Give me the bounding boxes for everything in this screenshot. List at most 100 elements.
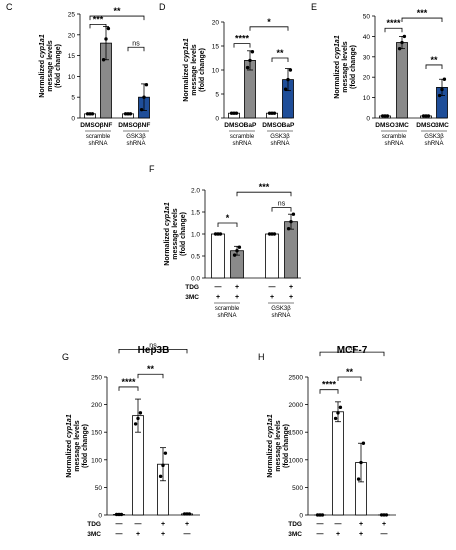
significance-label: *** [417, 8, 428, 18]
data-point [218, 232, 223, 236]
group-label: GSK3β [126, 134, 146, 140]
data-point [400, 40, 404, 45]
significance-label: *** [93, 14, 104, 24]
group-label: scramble [230, 134, 255, 140]
data-point [361, 441, 366, 445]
group-label: scramble [382, 134, 407, 140]
data-point [117, 512, 121, 517]
data-point [338, 405, 343, 410]
row-label: TDG [87, 521, 101, 528]
chart-title: Hep3B [138, 345, 170, 356]
row-mark: + [270, 294, 274, 301]
significance-bracket [89, 15, 145, 21]
y-axis-label-gene: cyp1a1 [66, 414, 73, 438]
x-tick-label: DMSO [80, 122, 100, 129]
y-tick-label: 10 [363, 95, 371, 102]
y-tick-label: 2.0 [191, 188, 200, 195]
panel-c: C Normalized cyp1a1message levels(fold ch… [6, 2, 150, 147]
data-point [128, 112, 133, 116]
y-axis-label: Normalized cyp1a1message levels(fold cha… [183, 38, 206, 102]
y-axis-label-gene: cyp1a1 [267, 414, 274, 438]
y-tick-label: 15 [68, 53, 76, 60]
significance-label: ** [147, 364, 155, 374]
y-tick-label: 25 [68, 12, 76, 19]
significance-bracket [249, 26, 289, 31]
x-tick-label: 3MC [395, 122, 409, 129]
y-axis-label-line: (fold change) [180, 212, 187, 256]
data-point [315, 513, 320, 517]
y-axis-label-line: message levels [275, 420, 282, 471]
y-tick-label: 200 [91, 402, 102, 409]
y-axis-label: Normalized cyp1a1message levels(fold cha… [39, 34, 62, 98]
bar [265, 233, 279, 279]
data-point [424, 114, 428, 118]
significance-label: ns [278, 201, 286, 208]
row-label: TDG [185, 284, 199, 291]
group-label: GSK3β [270, 134, 290, 140]
significance-bracket [271, 57, 289, 62]
significance-label: ** [276, 48, 284, 58]
group-label: shRNA [217, 313, 236, 319]
y-tick-label: 5 [71, 95, 75, 102]
row-mark: — [335, 521, 342, 528]
data-point [85, 112, 90, 116]
significance-label: ns [348, 345, 356, 352]
data-point [384, 513, 389, 517]
x-tick-label: DMSO [416, 122, 436, 129]
data-point [286, 227, 291, 231]
panel-e: E Normalized cyp1a1message levels(fold ch… [311, 2, 449, 147]
data-point [133, 422, 138, 426]
data-point [136, 416, 140, 421]
x-tick-label: DMSO [224, 122, 244, 129]
data-point [104, 37, 108, 41]
significance-bracket [236, 191, 292, 197]
y-axis-label-gene: cyp1a1 [334, 35, 341, 59]
y-axis-label-line: (fold change) [199, 48, 206, 92]
x-tick-label: DMSO [262, 122, 282, 129]
row-mark: + [336, 531, 340, 538]
y-tick-label: 1500 [289, 430, 304, 437]
row-mark: + [359, 531, 363, 538]
group-label: scramble [215, 306, 240, 312]
y-axis-label-line: message levels [191, 44, 198, 95]
data-point [356, 477, 361, 481]
y-axis-label-line: Normalized [267, 438, 274, 478]
data-point [359, 460, 363, 465]
significance-bracket [233, 43, 251, 48]
data-point [106, 26, 111, 31]
y-axis-label-line: Normalized [183, 62, 190, 102]
data-point [320, 513, 325, 517]
data-point [142, 95, 146, 99]
y-axis-label-line: (fold change) [82, 424, 89, 468]
significance-bracket [337, 376, 362, 381]
significance-label: ns [132, 40, 140, 47]
y-tick-label: 0 [215, 116, 219, 123]
panel-h: H MCF-7 Normalized cyp1a1message levels(fo… [258, 345, 396, 538]
row-mark: + [289, 284, 293, 291]
row-mark: + [136, 531, 140, 538]
significance-bracket [319, 389, 339, 394]
data-point [139, 107, 144, 112]
data-point [283, 87, 288, 91]
data-point [216, 232, 220, 236]
significance-bracket [401, 17, 443, 23]
significance-bracket [89, 24, 107, 29]
y-tick-label: 20 [212, 20, 220, 27]
y-tick-label: 0 [71, 116, 75, 123]
y-tick-label: 10 [68, 74, 76, 81]
panel-f: F Normalized cyp1a1message levels(fold ch… [149, 164, 301, 319]
data-point [289, 219, 293, 224]
data-point [379, 513, 384, 517]
y-tick-label: 0.0 [191, 276, 200, 283]
chart-title: MCF-7 [337, 345, 368, 356]
y-tick-label: 2000 [289, 402, 304, 409]
y-tick-label: 0 [366, 116, 370, 123]
y-tick-label: 20 [68, 32, 76, 39]
y-tick-label: 50 [363, 14, 371, 21]
y-axis-label-gene: cyp1a1 [39, 34, 46, 58]
data-point [126, 112, 130, 116]
y-axis-label-line: Normalized [334, 59, 341, 99]
significance-label: ns [149, 342, 157, 349]
significance-label: ** [113, 6, 121, 16]
